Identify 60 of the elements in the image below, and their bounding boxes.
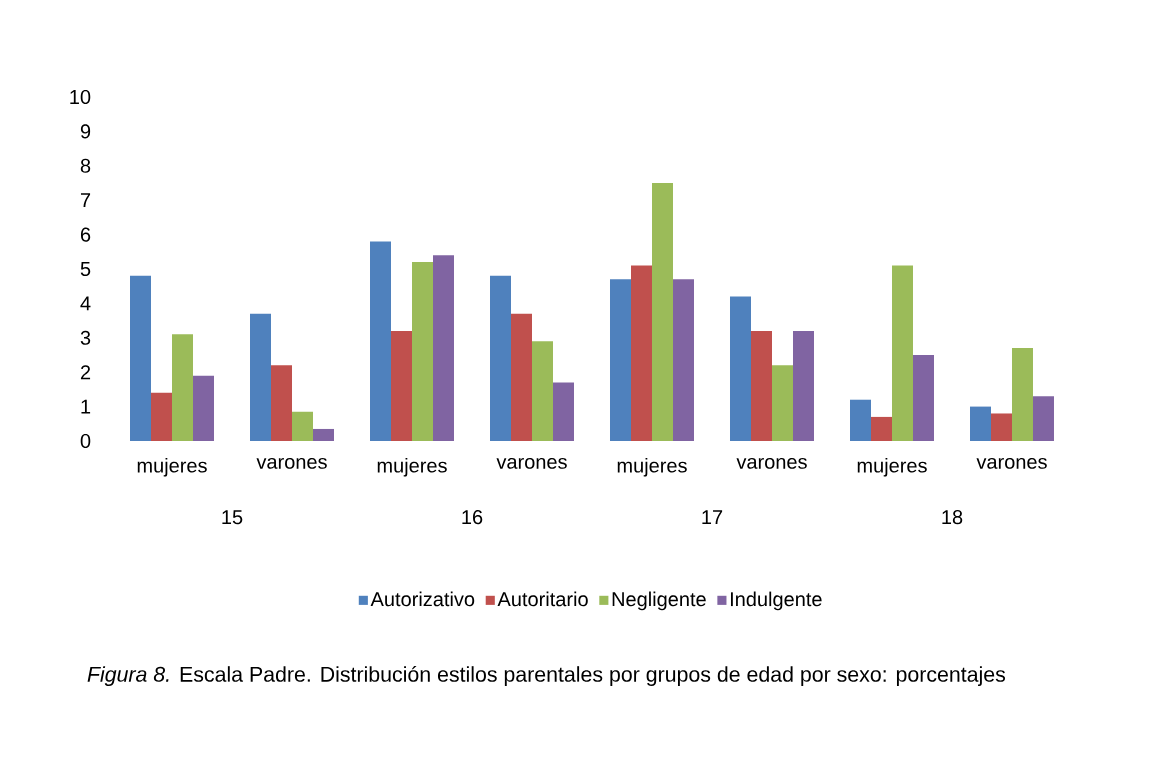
y-tick-label: 1 xyxy=(81,399,91,414)
y-tick-label: 0 xyxy=(80,433,91,449)
bar xyxy=(610,279,631,441)
x-tick-label: mujeres xyxy=(137,457,207,477)
bar xyxy=(871,416,892,441)
bar xyxy=(913,354,934,441)
text: Figura 8. Escala Padre. Distribución estilos parentales por grupos de edad por sexo: porcentajes xyxy=(87,665,1006,687)
y-tick-label: 8 xyxy=(80,158,91,173)
y-tick-label: 5 xyxy=(80,262,91,276)
bar xyxy=(391,330,412,441)
text: 18 xyxy=(942,510,963,525)
legend-label: Negligente xyxy=(612,591,706,611)
y-tick-label: 6 xyxy=(80,227,91,242)
x-tick-label: varones xyxy=(496,457,567,469)
bar xyxy=(673,279,694,441)
y-tick-label: 9 xyxy=(80,124,91,139)
bar xyxy=(172,334,194,441)
bar xyxy=(370,241,391,441)
bar xyxy=(193,375,215,441)
x-tick-label: varones xyxy=(256,457,327,469)
x-tick-label: mujeres xyxy=(617,457,687,477)
bar xyxy=(130,275,152,441)
bar xyxy=(652,182,673,441)
bar xyxy=(490,275,511,441)
y-tick-label: 2 xyxy=(80,365,91,380)
text: 16 xyxy=(462,510,483,525)
y-tick-label: 10 xyxy=(70,89,91,105)
bar xyxy=(271,365,292,441)
y-tick-label: 4 xyxy=(80,296,91,311)
x-tick-label: mujeres xyxy=(857,457,927,477)
bar xyxy=(631,265,652,441)
bar xyxy=(412,262,433,441)
bar xyxy=(553,382,574,441)
bar xyxy=(892,265,913,441)
bar xyxy=(151,392,173,441)
x-tick-label: varones xyxy=(736,457,807,469)
bar xyxy=(991,413,1012,441)
legend-label: Indulgente xyxy=(730,591,822,611)
bar xyxy=(1012,348,1033,441)
bar xyxy=(793,330,814,441)
text: 15 xyxy=(222,510,243,525)
bar xyxy=(250,313,271,441)
bar xyxy=(751,330,772,441)
bar xyxy=(313,428,334,441)
text: 17 xyxy=(702,510,723,524)
bar xyxy=(433,255,454,441)
bar xyxy=(772,365,793,441)
bar xyxy=(532,341,553,441)
bar xyxy=(730,296,751,441)
legend-label: Autorizativo xyxy=(370,591,475,607)
y-tick-label: 7 xyxy=(80,193,91,208)
y-tick-label: 3 xyxy=(80,330,91,345)
bar xyxy=(511,313,532,441)
bar xyxy=(850,399,871,441)
bar xyxy=(1033,396,1054,441)
bar xyxy=(292,411,313,441)
legend-label: Autoritario xyxy=(497,591,588,607)
x-tick-label: varones xyxy=(976,457,1047,469)
x-tick-label: mujeres xyxy=(377,457,447,477)
bar xyxy=(970,406,991,441)
